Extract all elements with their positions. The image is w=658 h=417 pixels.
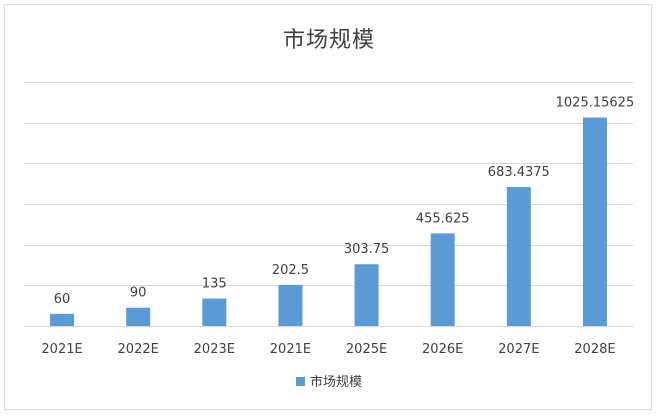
bar xyxy=(354,264,379,326)
data-label: 202.5 xyxy=(272,263,309,278)
bar xyxy=(582,117,607,326)
x-tick-label: 2022E xyxy=(118,342,159,357)
bar xyxy=(50,313,75,326)
bar xyxy=(506,187,531,326)
legend: 市场规模 xyxy=(0,371,658,390)
data-label: 1025.15625 xyxy=(556,96,635,111)
chart-frame xyxy=(4,4,652,410)
x-tick-label: 2023E xyxy=(194,342,235,357)
legend-swatch xyxy=(295,377,305,386)
bar xyxy=(126,307,151,326)
chart-title: 市场规模 xyxy=(282,28,375,53)
x-tick-label: 2027E xyxy=(498,342,539,357)
legend-label: 市场规模 xyxy=(309,375,362,390)
data-label: 135 xyxy=(202,277,227,292)
x-tick-label: 2028E xyxy=(574,342,615,357)
data-label: 60 xyxy=(54,292,71,307)
bar xyxy=(430,233,455,326)
data-label: 303.75 xyxy=(344,242,390,257)
data-label: 90 xyxy=(130,286,147,301)
x-tick-label: 2021E xyxy=(41,342,82,357)
data-label: 455.625 xyxy=(416,211,470,226)
x-tick-label: 2025E xyxy=(346,342,387,357)
data-label: 683.4375 xyxy=(488,165,550,180)
bar xyxy=(202,298,227,326)
x-tick-label: 2021E xyxy=(270,342,311,357)
x-tick-label: 2026E xyxy=(422,342,463,357)
bar xyxy=(278,284,303,326)
